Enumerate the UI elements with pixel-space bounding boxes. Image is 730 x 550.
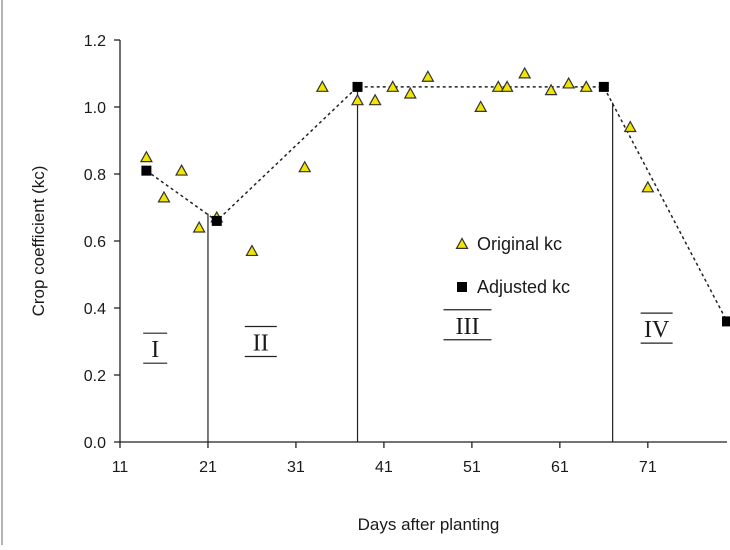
original-kc-point <box>386 80 400 92</box>
stage-label: IV <box>644 317 670 343</box>
adjusted-kc-point <box>722 316 730 327</box>
x-axis-title: Days after planting <box>358 515 500 534</box>
legend-label-original-kc: Original kc <box>477 234 562 254</box>
original-kc-point <box>562 76 576 89</box>
y-tick-label: 0.0 <box>84 435 106 452</box>
original-kc-point <box>641 180 655 193</box>
original-kc-point <box>298 160 312 173</box>
adjusted-kc-point <box>598 81 609 92</box>
y-axis-title: Crop coefficient (kc) <box>29 166 48 317</box>
original-kc-point <box>315 80 329 92</box>
original-kc-point <box>245 244 259 257</box>
y-tick-label: 0.8 <box>84 167 106 184</box>
y-tick-label: 0.4 <box>84 301 106 318</box>
original-kc-point <box>368 93 382 106</box>
original-kc-point <box>421 70 435 82</box>
original-kc-point <box>157 190 171 203</box>
original-kc-point <box>623 120 637 133</box>
legend: Original kc Adjusted kc <box>455 234 570 297</box>
legend-marker-original-kc <box>455 237 469 249</box>
original-kc-point <box>518 66 532 79</box>
adjusted-kc-point <box>352 81 363 92</box>
original-kc-point <box>544 83 558 96</box>
original-kc-point <box>175 163 189 176</box>
x-tick-label: 71 <box>639 459 657 476</box>
original-kc-point <box>491 80 505 92</box>
original-kc-point <box>403 86 417 99</box>
y-tick-label: 1.0 <box>84 100 106 117</box>
original-kc-point <box>500 80 514 92</box>
x-tick-label: 61 <box>551 459 569 476</box>
stage-label: I <box>151 337 159 363</box>
legend-marker-adjusted-kc <box>457 282 467 292</box>
legend-label-adjusted-kc: Adjusted kc <box>477 277 570 297</box>
y-tick-label: 1.2 <box>84 33 106 50</box>
stage-label: II <box>253 331 269 357</box>
x-tick-label: 31 <box>287 459 305 476</box>
adjusted-kc-point <box>141 165 152 176</box>
original-kc-point <box>351 93 365 106</box>
x-tick-label: 51 <box>463 459 481 476</box>
original-kc-point <box>192 220 206 233</box>
marker-layer <box>139 66 730 327</box>
axes-layer: Days after planting Crop coefficient (kc… <box>29 33 657 534</box>
original-kc-point <box>474 100 488 113</box>
original-kc-point <box>579 80 593 92</box>
y-tick-label: 0.6 <box>84 234 106 251</box>
adjusted-kc-line <box>145 86 728 322</box>
series-line-layer <box>145 86 728 322</box>
y-tick-label: 0.2 <box>84 368 106 385</box>
original-kc-point <box>139 150 153 163</box>
x-tick-label: 41 <box>375 459 393 476</box>
x-tick-label: 11 <box>112 459 129 476</box>
adjusted-kc-point <box>211 215 222 226</box>
stage-label: III <box>455 314 479 340</box>
x-tick-label: 21 <box>199 459 217 476</box>
